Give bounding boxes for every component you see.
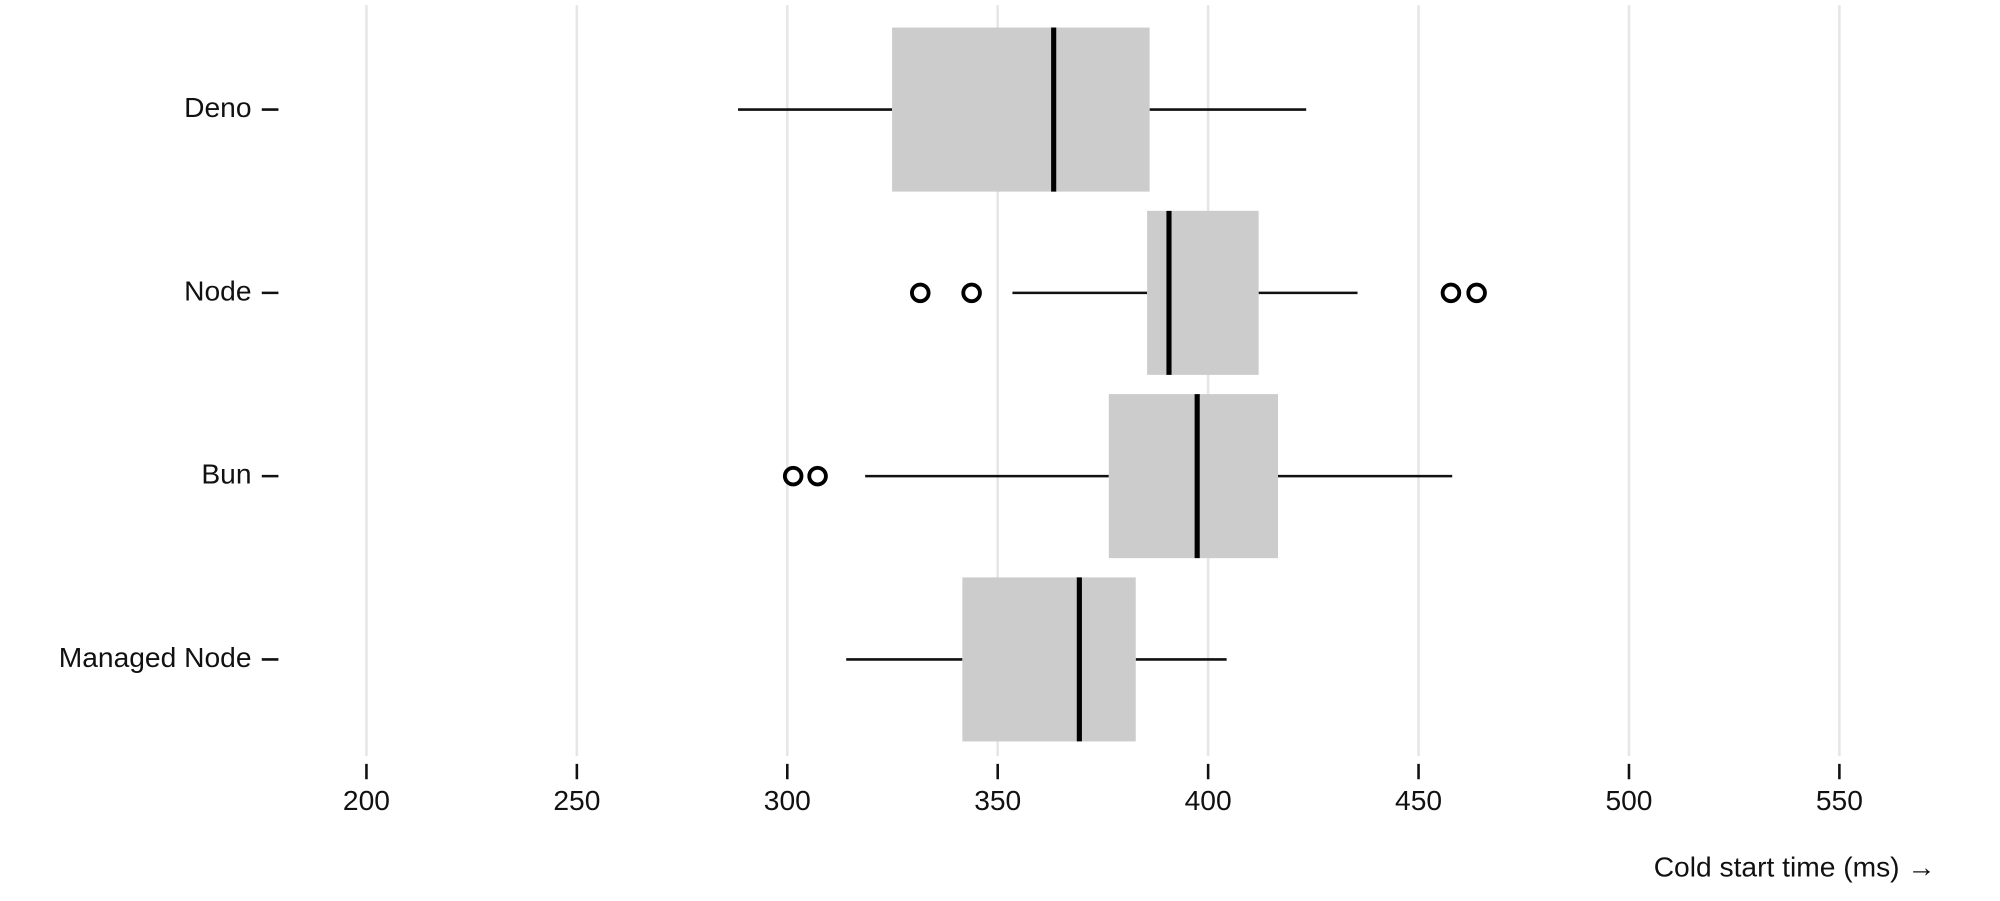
- y-tick-label: Node: [184, 274, 251, 306]
- outlier: [910, 282, 931, 304]
- x-tick-label: 200: [343, 784, 390, 816]
- box: [1147, 210, 1259, 375]
- x-tick-label: 250: [553, 784, 600, 816]
- outlier: [1440, 282, 1462, 304]
- x-tick-label: 400: [1185, 784, 1232, 816]
- x-tick-label: 350: [974, 784, 1021, 816]
- y-tick-label: Bun: [201, 458, 251, 490]
- x-tick-label: 500: [1605, 784, 1652, 816]
- y-tick-label: Deno: [184, 91, 251, 123]
- box: [892, 27, 1150, 192]
- outlier: [782, 465, 804, 487]
- box: [1108, 394, 1278, 559]
- x-tick-label: 450: [1395, 784, 1442, 816]
- x-tick-label: 550: [1816, 784, 1863, 816]
- outlier: [1466, 282, 1487, 304]
- outlier: [807, 465, 828, 487]
- box: [962, 577, 1136, 742]
- x-axis-label: Cold start time (ms) →: [1654, 850, 1936, 882]
- x-tick-label: 300: [764, 784, 811, 816]
- outlier: [961, 282, 982, 304]
- y-tick-label: Managed Node: [59, 641, 252, 673]
